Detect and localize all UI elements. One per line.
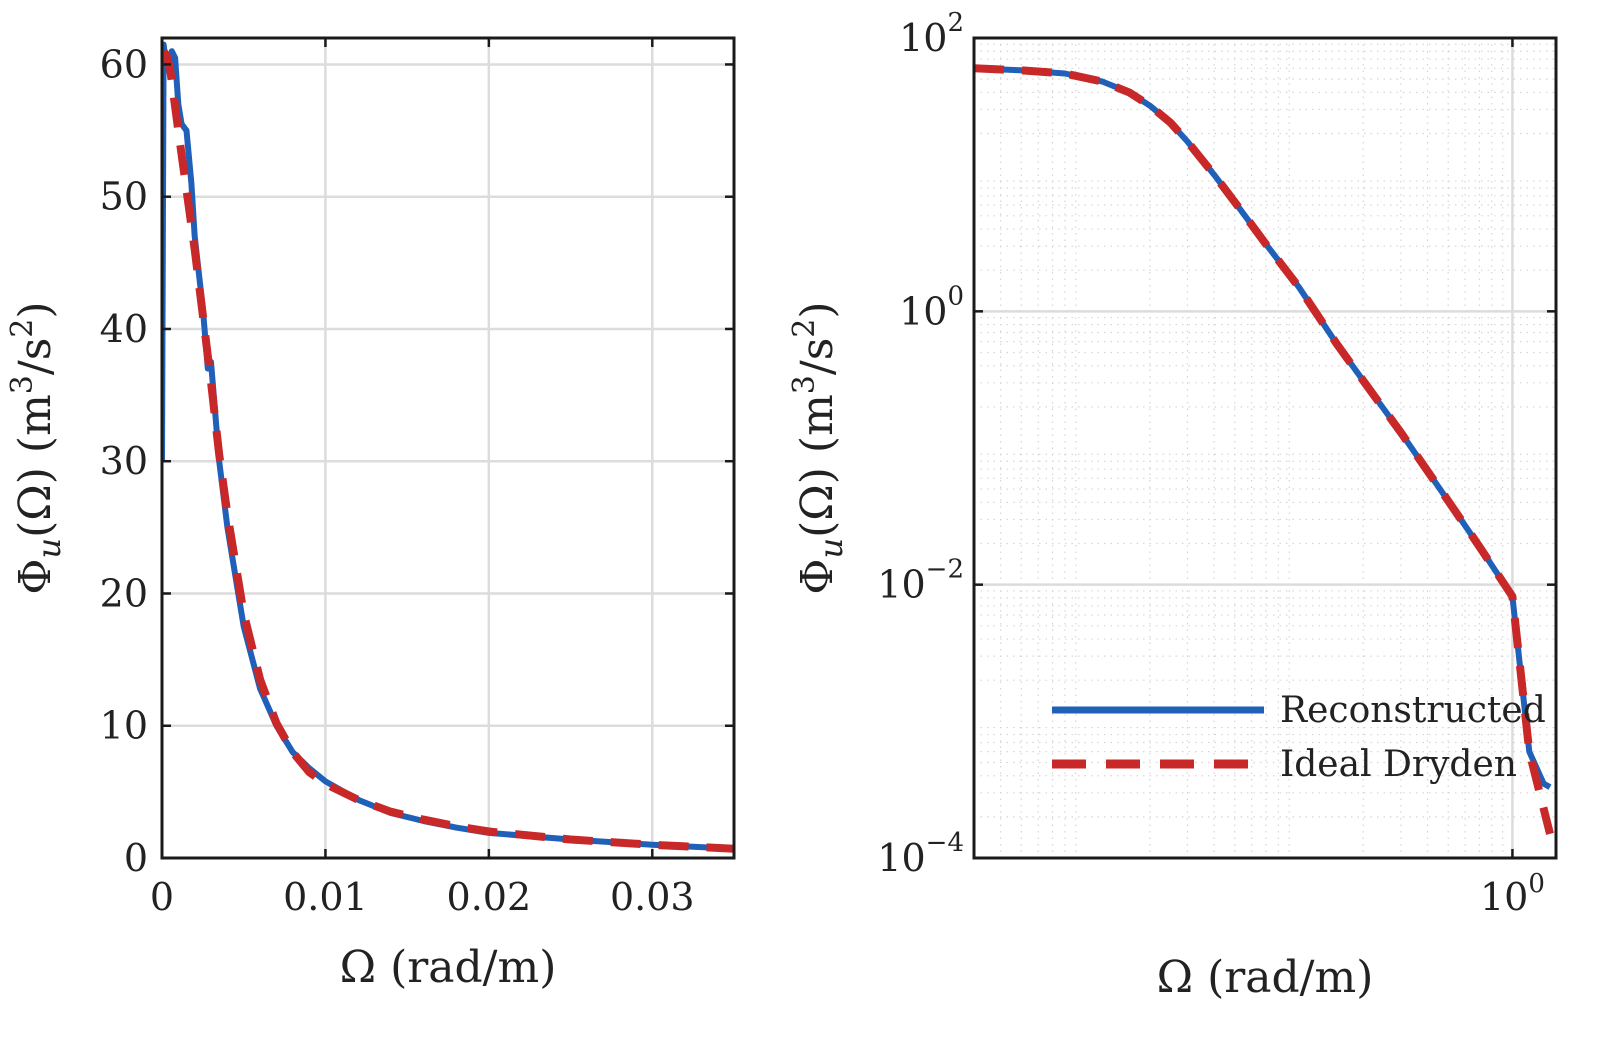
y-tick-label: 10 [100,704,148,748]
x-tick-label: 100 [1480,869,1545,919]
x-axis-label: Ω (rad/m) [340,942,557,993]
ticks: 0 0.01 0.02 0.03 0 10 20 30 40 50 60 [100,38,734,919]
y-tick-label: 102 [899,8,964,60]
ticks: 100 10−4 10−2 100 102 [877,8,1556,919]
y-tick-label: 40 [100,307,148,351]
y-axis-label: Φu(Ω) (m3/s2) [5,301,68,594]
legend: Reconstructed Ideal Dryden [1052,690,1546,785]
y-tick-label: 30 [100,439,148,483]
series-line-ideal-dryden [162,49,734,853]
x-axis-label: Ω (rad/m) [1157,952,1374,1003]
legend-label: Ideal Dryden [1280,744,1517,785]
y-tick-label: 50 [100,175,148,219]
y-tick-label: 20 [100,571,148,615]
y-axis-label: Φu(Ω) (m3/s2) [787,301,850,594]
chart-1: 0 0.01 0.02 0.03 0 10 20 30 40 50 60 Ω (rad/m) Φu(Ω)… [5,36,736,993]
series-line-reconstructed [974,65,1552,790]
x-tick-label: 0 [150,875,174,919]
minor-grid [974,38,1556,858]
y-tick-label: 60 [100,42,148,86]
y-tick-label: 10−4 [877,828,964,880]
series-line-ideal-dryden [974,64,1554,835]
x-tick-label: 0.02 [447,875,532,919]
axes-frame [160,36,736,860]
series-line-reconstructed [162,41,734,852]
legend-label: Reconstructed [1280,690,1546,731]
axes-frame [972,36,1558,860]
x-tick-label: 0.03 [610,875,695,919]
series-group [162,41,734,853]
x-tick-label: 0.01 [283,875,368,919]
chart-2: 100 10−4 10−2 100 102 Ω (rad/m) Φu(Ω) (m3/s2) R… [787,8,1558,1003]
major-grid [160,38,734,860]
series-group [974,64,1554,835]
y-tick-label: 10−2 [877,555,964,607]
y-tick-label: 100 [899,281,964,333]
y-tick-label: 0 [124,836,148,880]
